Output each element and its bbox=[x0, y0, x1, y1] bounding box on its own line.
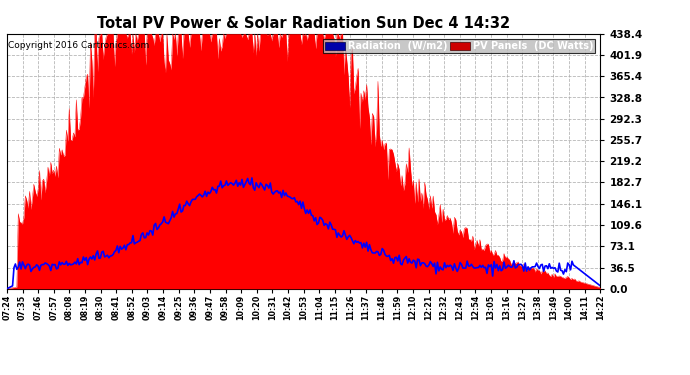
Legend: Radiation  (W/m2), PV Panels  (DC Watts): Radiation (W/m2), PV Panels (DC Watts) bbox=[323, 39, 595, 54]
Text: Copyright 2016 Cartronics.com: Copyright 2016 Cartronics.com bbox=[8, 41, 150, 50]
Title: Total PV Power & Solar Radiation Sun Dec 4 14:32: Total PV Power & Solar Radiation Sun Dec… bbox=[97, 16, 510, 31]
